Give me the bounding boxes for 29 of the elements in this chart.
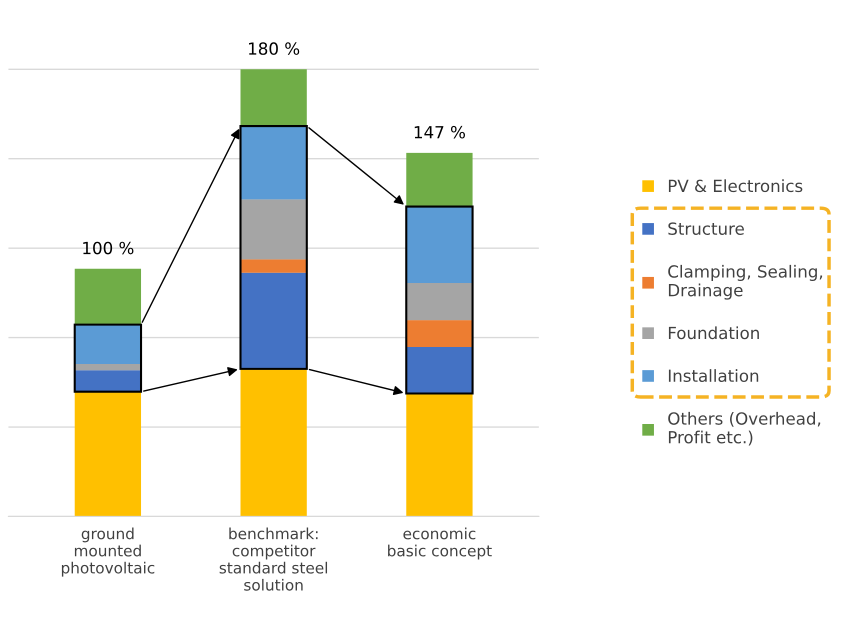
bar: [240, 368, 307, 516]
x-tick-label: ground mounted photovoltaic: [62, 528, 154, 577]
bar: [406, 283, 473, 320]
legend-label: Foundation: [668, 326, 759, 340]
legend-label: PV & Electronics: [668, 179, 802, 192]
bar: [74, 324, 142, 364]
text: 180 %: [249, 42, 300, 55]
legend-label: Installation: [668, 369, 758, 382]
bar: [240, 126, 307, 200]
legend-label: Clamping, Sealing, Drainage: [668, 264, 822, 300]
bar: [406, 320, 473, 347]
bar: [240, 69, 307, 126]
x-tick-label: benchmark: competitor standard steel solution: [220, 528, 328, 591]
bar: [240, 272, 307, 369]
bar: [74, 370, 142, 392]
bar: [74, 392, 142, 516]
legend-label: Others (Overhead, Profit etc.): [668, 412, 820, 446]
x-tick-label: economic basic concept: [388, 528, 492, 560]
bar: [406, 393, 473, 516]
bar: [240, 259, 307, 273]
legend-label: Structure: [668, 222, 744, 235]
annotation: 100 %: [83, 242, 134, 254]
bar: [406, 152, 473, 207]
bar: [74, 268, 142, 325]
bar: [74, 364, 142, 370]
bar: [406, 346, 473, 394]
annotation: 147 %: [414, 126, 465, 139]
bar: [240, 199, 307, 260]
bar: [406, 206, 473, 284]
